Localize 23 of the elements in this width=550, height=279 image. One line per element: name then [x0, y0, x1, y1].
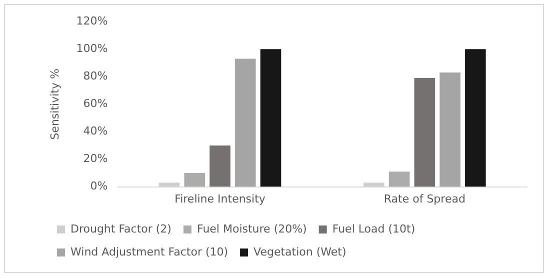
bar: [260, 49, 282, 187]
y-tick-label: 80%: [83, 70, 108, 83]
bar: [414, 78, 436, 187]
legend-label: Wind Adjustment Factor (10): [70, 245, 228, 258]
bar: [234, 58, 256, 187]
bar: [465, 49, 486, 187]
legend-label: Vegetation (Wet): [254, 245, 346, 258]
y-tick-label: 0%: [90, 180, 108, 193]
x-tick-label: Rate of Spread: [384, 192, 466, 206]
y-tick-label: 40%: [83, 124, 108, 138]
legend-label: Drought Factor (2): [70, 222, 172, 236]
y-tick-label: 100%: [76, 42, 108, 55]
legend-label: Fuel Moisture (20%): [196, 222, 307, 236]
bar: [440, 72, 460, 187]
y-axis-title: Sensitivity %: [48, 68, 62, 140]
y-tick-label: 20%: [83, 152, 108, 166]
y-tick-label: 60%: [83, 97, 108, 110]
bar: [388, 172, 410, 187]
x-tick-label: Fireline Intensity: [174, 192, 266, 206]
bar: [210, 146, 230, 187]
bar: [184, 173, 206, 187]
legend-label: Fuel Load (10t): [332, 222, 416, 236]
y-tick-label: 120%: [76, 14, 108, 28]
